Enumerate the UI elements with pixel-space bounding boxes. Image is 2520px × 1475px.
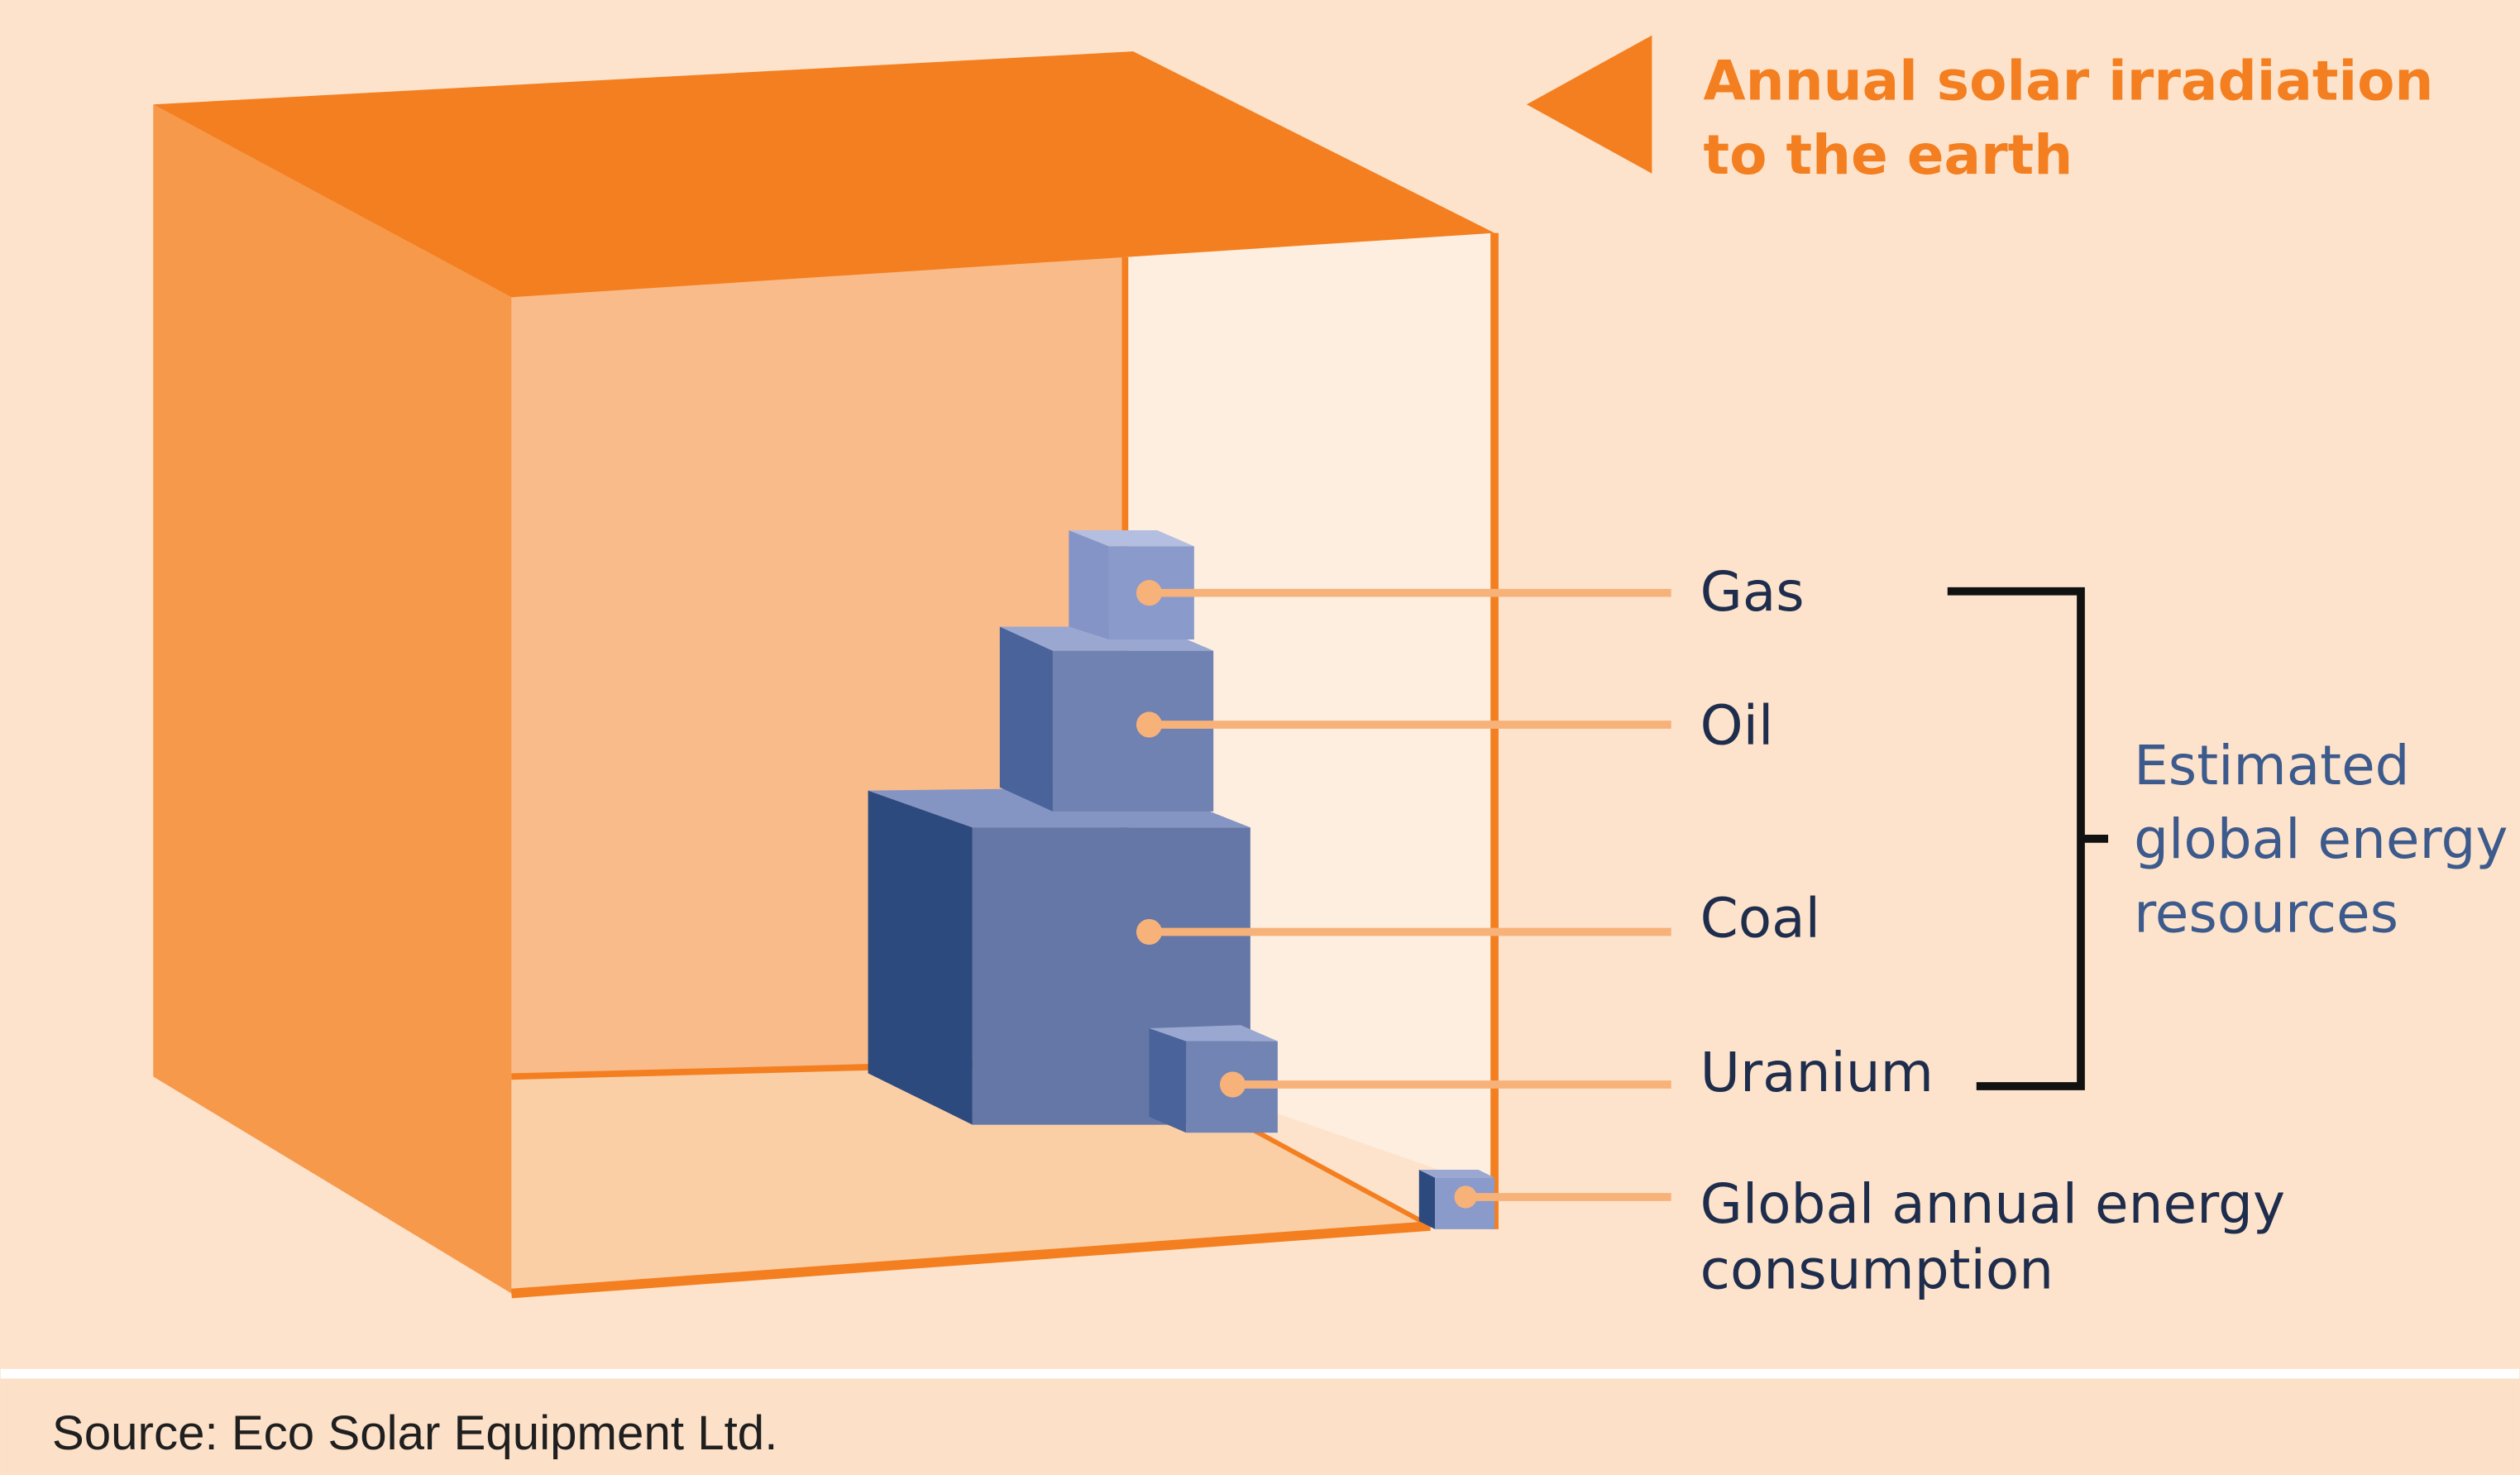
label: Gas [1700,560,1805,624]
label: Coal [1700,886,1820,950]
footer-band [0,1378,2520,1475]
leader-lines [1136,580,1671,1209]
shape [1454,1185,1477,1209]
shape [1418,1169,1436,1229]
label: Global annual energy [1700,1172,2285,1236]
shape [1418,1169,1495,1178]
bracket-label: resources [2134,882,2398,946]
title-line: Annual solar irradiation [1704,49,2434,113]
shape [1136,711,1163,738]
edge [510,1221,1431,1299]
title-line: to the earth [1704,123,2073,187]
top-face [153,51,1495,298]
separator [0,1368,2520,1379]
label: Uranium [1700,1041,1934,1104]
shape [1052,650,1214,812]
bracket [1947,587,2109,1090]
shape [1136,580,1163,606]
shape [1219,1071,1246,1098]
uranium-cube [1149,1025,1278,1133]
bracket-label: global energy [2134,807,2508,871]
shape [868,790,973,1125]
shape [1069,529,1194,547]
shape [1136,918,1163,946]
oil-cube [999,626,1214,812]
shape [1149,1025,1278,1042]
label: consumption [1700,1238,2054,1302]
label: Oil [1700,693,1774,757]
shape [1069,529,1109,640]
left-face [153,104,512,1294]
shape [999,626,1053,812]
bracket-label: Estimated [2134,734,2410,797]
solar-cube [153,51,1499,1299]
source: Source: Eco Solar Equipment Ltd. [52,1406,777,1460]
arrow [1526,35,1652,174]
gas-cube [1069,529,1194,640]
shape [1149,1028,1187,1133]
